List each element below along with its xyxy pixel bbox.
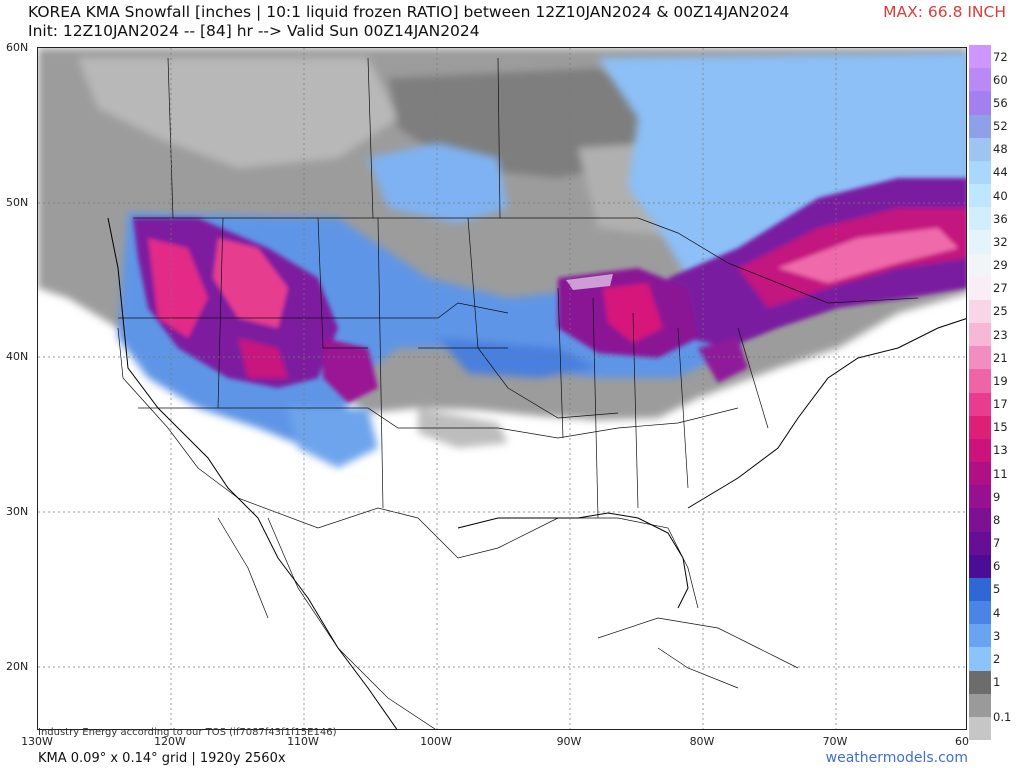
- legend-label: 40: [993, 188, 1008, 203]
- legend-label: 13: [993, 443, 1008, 458]
- lat-label-60n: 60N: [6, 41, 29, 54]
- political-boundaries: [117, 57, 919, 729]
- map-subtitle: Init: 12Z10JAN2024 -- [84] hr --> Valid …: [28, 22, 480, 40]
- legend-colorbar: [969, 45, 991, 741]
- legend-label: 8: [993, 512, 1001, 527]
- legend-swatch: [969, 693, 991, 718]
- lon-label-120w: 120W: [154, 735, 186, 748]
- legend-label: 6: [993, 559, 1001, 574]
- site-link[interactable]: weathermodels.com: [825, 750, 968, 766]
- legend-swatch: [969, 45, 991, 69]
- legend-label: 21: [993, 350, 1008, 365]
- legend-swatch: [969, 369, 991, 393]
- lat-label-40n: 40N: [6, 350, 29, 363]
- legend-label: 32: [993, 234, 1008, 249]
- legend-label: 4: [993, 605, 1001, 620]
- lon-label-90w: 90W: [556, 735, 582, 748]
- legend-swatch: [969, 415, 991, 440]
- legend-label: 27: [993, 281, 1008, 296]
- legend-swatch: [969, 160, 991, 185]
- legend-label: 36: [993, 211, 1008, 226]
- legend-swatch: [969, 184, 991, 208]
- grid-info: KMA 0.09° x 0.14° grid | 1920y 2560x: [38, 751, 286, 766]
- legend-label: 5: [993, 582, 1001, 597]
- graticule: [38, 48, 966, 729]
- legend-swatch: [969, 601, 991, 625]
- legend-label: 1: [993, 675, 1001, 690]
- legend-label: 29: [993, 258, 1008, 273]
- lat-label-30n: 30N: [6, 505, 29, 518]
- legend-swatch: [969, 276, 991, 301]
- legend-swatch: [969, 114, 991, 139]
- great-lakes: [566, 274, 613, 290]
- legend-label: 0.1: [993, 709, 1012, 724]
- legend-swatch: [969, 624, 991, 648]
- snow-heavy-field: [133, 178, 966, 403]
- legend-swatch: [969, 346, 991, 370]
- map-canvas: [38, 48, 966, 729]
- legend-label: 44: [993, 165, 1008, 180]
- legend-swatch: [969, 299, 991, 324]
- snowfall-map[interactable]: [37, 47, 967, 730]
- legend-label: 17: [993, 397, 1008, 412]
- legend-swatch: [969, 577, 991, 602]
- lat-label-50n: 50N: [6, 196, 29, 209]
- lat-label-20n: 20N: [6, 660, 29, 673]
- legend-swatch: [969, 68, 991, 92]
- legend-swatch: [969, 91, 991, 115]
- legend-swatch: [969, 554, 991, 579]
- legend-label: 11: [993, 466, 1008, 481]
- legend-label: 48: [993, 142, 1008, 157]
- legend-swatch: [969, 253, 991, 278]
- legend-swatch: [969, 670, 991, 695]
- legend-swatch: [969, 531, 991, 556]
- legend-label: 23: [993, 327, 1008, 342]
- lon-label-60w: 60: [955, 735, 969, 748]
- legend-label: 2: [993, 651, 1001, 666]
- lon-label-70w: 70W: [822, 735, 848, 748]
- legend-swatch: [969, 323, 991, 347]
- legend-swatch: [969, 485, 991, 509]
- legend-swatch: [969, 207, 991, 231]
- lon-label-80w: 80W: [689, 735, 715, 748]
- coastline: [107, 217, 966, 729]
- legend-swatch: [969, 392, 991, 417]
- legend-swatch: [969, 716, 991, 741]
- legend-label: 60: [993, 72, 1008, 87]
- legend-label: 15: [993, 420, 1008, 435]
- max-value-label: MAX: 66.8 INCH: [883, 3, 1006, 21]
- lon-label-100w: 100W: [420, 735, 452, 748]
- legend-swatch: [969, 647, 991, 671]
- legend-label: 72: [993, 49, 1008, 64]
- legend-label: 3: [993, 628, 1001, 643]
- legend-swatch: [969, 137, 991, 162]
- legend-label: 56: [993, 95, 1008, 110]
- legend-label: 25: [993, 304, 1008, 319]
- lon-label-110w: 110W: [287, 735, 319, 748]
- legend-label: 7: [993, 536, 1001, 551]
- legend-swatch: [969, 230, 991, 254]
- legend-swatch: [969, 508, 991, 532]
- lon-label-130w: 130W: [21, 735, 53, 748]
- legend-label: 52: [993, 119, 1008, 134]
- legend-swatch: [969, 438, 991, 463]
- tos-disclaimer: Industry Energy according to our TOS (if…: [38, 727, 337, 738]
- map-title: KOREA KMA Snowfall [inches | 10:1 liquid…: [28, 3, 790, 21]
- legend-label: 9: [993, 489, 1001, 504]
- legend-label: 19: [993, 373, 1008, 388]
- legend-swatch: [969, 462, 991, 486]
